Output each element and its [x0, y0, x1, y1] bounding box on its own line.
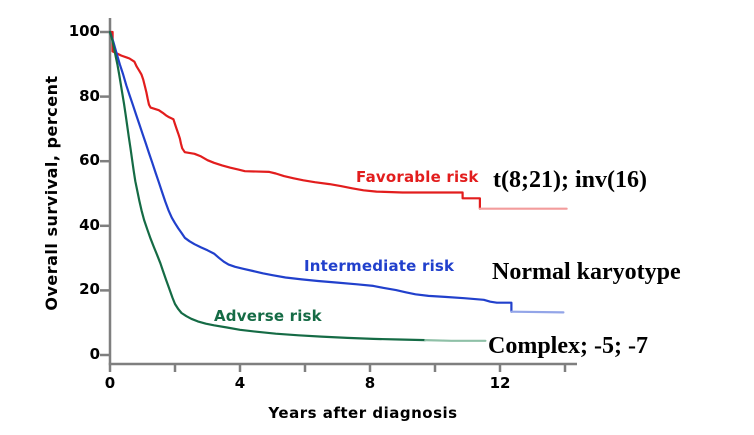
y-tick-label-100: 100 [68, 22, 100, 40]
annotation-intermediate-karyotype: Normal karyotype [492, 259, 681, 285]
y-tick-label-40: 40 [79, 216, 100, 234]
x-tick-label-8: 8 [364, 374, 376, 392]
x-axis-title: Years after diagnosis [268, 404, 458, 422]
y-axis-title: Overall survival, percent [42, 75, 61, 311]
y-tick-label-80: 80 [79, 87, 100, 105]
y-tick-label-0: 0 [89, 345, 100, 363]
curve-tail-intermediate-risk [510, 310, 565, 314]
x-tick-label-4: 4 [234, 374, 246, 392]
y-tick-label-60: 60 [79, 151, 100, 169]
annotation-adverse-karyotype: Complex; -5; -7 [488, 333, 648, 359]
x-tick-label-0: 0 [104, 374, 116, 392]
curve-label-intermediate-risk: Intermediate risk [304, 257, 455, 275]
annotation-favorable-karyotype: t(8;21); inv(16) [493, 167, 647, 193]
x-tick-label-12: 12 [489, 374, 511, 392]
curve-favorable-risk [108, 30, 481, 210]
y-tick-label-20: 20 [79, 280, 100, 298]
curve-label-adverse-risk: Adverse risk [214, 307, 322, 325]
curve-adverse-risk [108, 30, 427, 342]
curve-intermediate-risk [108, 30, 513, 313]
curve-tail-adverse-risk [424, 339, 487, 342]
curve-label-favorable-risk: Favorable risk [356, 168, 479, 186]
